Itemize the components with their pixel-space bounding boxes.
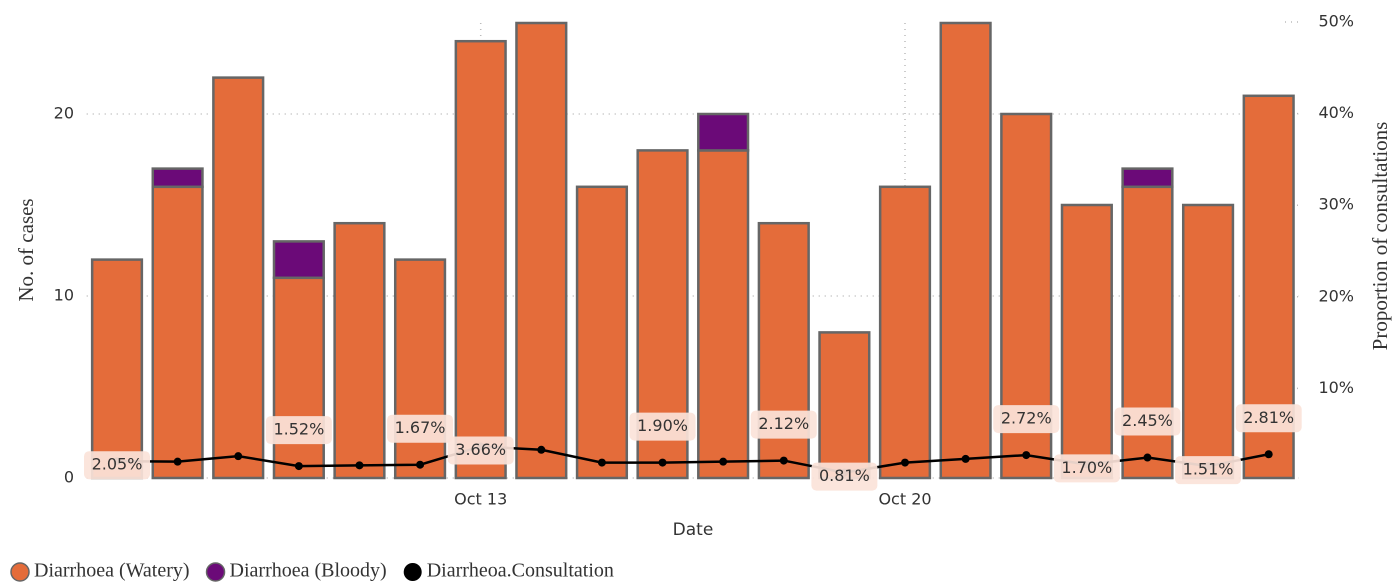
data-label-box [265, 416, 332, 445]
data-label-box [84, 451, 151, 480]
data-label-text: 1.52% [273, 420, 324, 439]
data-label: 2.12% [750, 410, 817, 439]
line-point [961, 454, 970, 463]
bar-segment [939, 21, 992, 480]
bar-segment [151, 167, 204, 189]
legend-label: Diarrhoea (Bloody) [230, 560, 387, 582]
data-label: 2.05% [84, 451, 151, 480]
line-point [173, 457, 182, 466]
data-label: 2.81% [1235, 404, 1302, 433]
data-label: 2.45% [1114, 407, 1181, 436]
bar-segment [1060, 203, 1113, 480]
bar-segment [1121, 167, 1174, 189]
legend-label: Diarrheoa.Consultation [427, 560, 614, 582]
data-label: 1.70% [1053, 454, 1120, 483]
bar-segment [333, 221, 386, 480]
y2-tick-label: 30% [1318, 195, 1354, 214]
data-label-text: 2.05% [92, 455, 143, 474]
data-label: 1.90% [629, 412, 696, 441]
bar-segment [818, 331, 871, 480]
data-label-box [387, 414, 454, 443]
bar-segment [515, 21, 568, 480]
legend-label: Diarrhoea (Watery) [34, 560, 190, 582]
y-axis-title: No. of cases [14, 198, 38, 301]
bar-segment [1181, 203, 1235, 480]
data-label-box [993, 405, 1060, 434]
line-point [597, 458, 606, 467]
data-label: 0.81% [811, 462, 878, 491]
x-axis-title: Date [673, 520, 714, 540]
data-label-text: 2.81% [1243, 408, 1294, 427]
legend-swatch [10, 562, 30, 582]
bar-segment [757, 221, 810, 480]
data-label-box [1053, 454, 1120, 483]
data-label-box [1114, 407, 1181, 436]
line-point [537, 445, 546, 454]
y2-tick-label: 50% [1318, 12, 1354, 31]
bar-segment [575, 185, 629, 480]
data-label-text: 3.66% [455, 440, 506, 459]
y-tick-label: 0 [64, 468, 74, 487]
line-point [658, 458, 667, 467]
x-tick-label: Oct 20 [878, 490, 931, 509]
data-label: 1.51% [1175, 456, 1242, 485]
y2-tick-label: 10% [1318, 378, 1354, 397]
data-label-box [1175, 456, 1242, 485]
line-point [901, 458, 910, 467]
y2-axis-title: Proportion of consultations [1368, 122, 1392, 351]
legend-swatch [205, 562, 226, 582]
data-label-text: 0.81% [819, 466, 870, 485]
data-label-box [1235, 404, 1302, 433]
data-label-text: 2.45% [1122, 411, 1173, 430]
y2-tick-label: 20% [1318, 286, 1354, 305]
y-tick-label: 10 [54, 286, 74, 305]
line-point [719, 457, 728, 466]
bar-segment [212, 76, 265, 480]
data-label: 1.52% [265, 416, 332, 445]
data-label-box [447, 436, 514, 465]
bar-segment [272, 276, 325, 480]
data-label: 2.72% [993, 405, 1060, 434]
data-label-text: 1.90% [637, 416, 688, 435]
data-label-text: 2.12% [758, 414, 809, 433]
bar-segment [393, 258, 447, 480]
data-label-text: 1.70% [1061, 458, 1112, 477]
data-label-box [811, 462, 878, 491]
bar-segment [878, 185, 932, 480]
x-tick-label: Oct 13 [454, 490, 507, 509]
line-point [416, 460, 425, 469]
line-point [355, 461, 364, 470]
bar-segment [90, 258, 144, 480]
line-point [294, 462, 303, 471]
y2-tick-label: 40% [1318, 103, 1354, 122]
bar-segment [454, 39, 507, 480]
data-label: 3.66% [447, 436, 514, 465]
y-tick-label: 20 [54, 104, 74, 123]
data-label-box [629, 412, 696, 441]
bar-segment [697, 112, 750, 152]
bar-segment [272, 240, 325, 280]
data-label-text: 2.72% [1001, 409, 1052, 428]
data-label-text: 1.51% [1183, 460, 1234, 479]
bar-segment [697, 149, 750, 480]
data-label-text: 1.67% [395, 418, 446, 437]
data-label-box [750, 410, 817, 439]
line-point [1264, 450, 1273, 459]
data-label: 1.67% [387, 414, 454, 443]
line-point [1143, 453, 1152, 462]
line-point [234, 452, 243, 461]
line-point [779, 456, 788, 465]
line-point [1022, 451, 1031, 460]
bar-segment [151, 185, 204, 480]
legend-swatch [403, 563, 422, 581]
